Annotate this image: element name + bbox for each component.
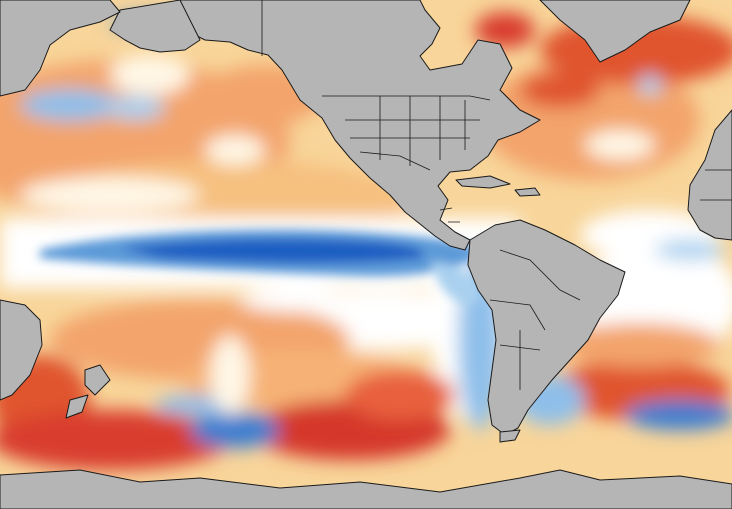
alaska <box>109 0 201 53</box>
south-pacific-red-3 <box>345 370 455 420</box>
us-state-lines-1 <box>345 96 480 166</box>
sp-white-1 <box>240 288 360 312</box>
political-borders <box>261 0 732 390</box>
southern-ocean-cold-patch <box>190 412 280 448</box>
north-pacific-cold-patch-2 <box>105 96 165 120</box>
australia <box>0 299 43 401</box>
labrador-sea <box>475 12 535 48</box>
caribbean-islands <box>455 175 511 189</box>
white-patch-np2 <box>110 55 190 95</box>
new-zealand-south <box>65 394 89 419</box>
south-america <box>467 219 626 436</box>
south-atlantic-cold-patch <box>625 400 732 430</box>
sa-border-2 <box>489 299 546 331</box>
africa-borders <box>700 169 732 201</box>
africa <box>687 109 732 241</box>
antarctica <box>0 469 732 509</box>
hispaniola <box>514 187 541 197</box>
south-pacific-red-1 <box>0 410 230 470</box>
equatorial-atlantic-blue <box>655 240 725 260</box>
equatorial-cold-core <box>120 238 424 264</box>
white-patch-np3 <box>205 135 265 165</box>
sa-border-1 <box>499 249 581 301</box>
north-america <box>179 0 541 251</box>
north-atlantic-red-2 <box>520 72 600 108</box>
tierra-del-fuego <box>499 429 521 443</box>
us-canada-border <box>322 95 491 101</box>
us-mexico-border <box>359 151 431 171</box>
south-atlantic-orange <box>560 323 720 367</box>
new-zealand <box>84 364 111 396</box>
greenland <box>539 0 691 63</box>
equatorial-cold-light <box>430 262 480 305</box>
sp-white-2 <box>210 335 250 415</box>
north-atlantic-blue <box>638 75 662 95</box>
sa-border-3 <box>499 330 541 390</box>
siberia <box>0 0 121 97</box>
north-atlantic-white <box>585 130 655 160</box>
central-america-lines <box>439 207 460 223</box>
north-pacific-cold-patch <box>20 89 120 121</box>
white-patch-np <box>20 177 200 213</box>
